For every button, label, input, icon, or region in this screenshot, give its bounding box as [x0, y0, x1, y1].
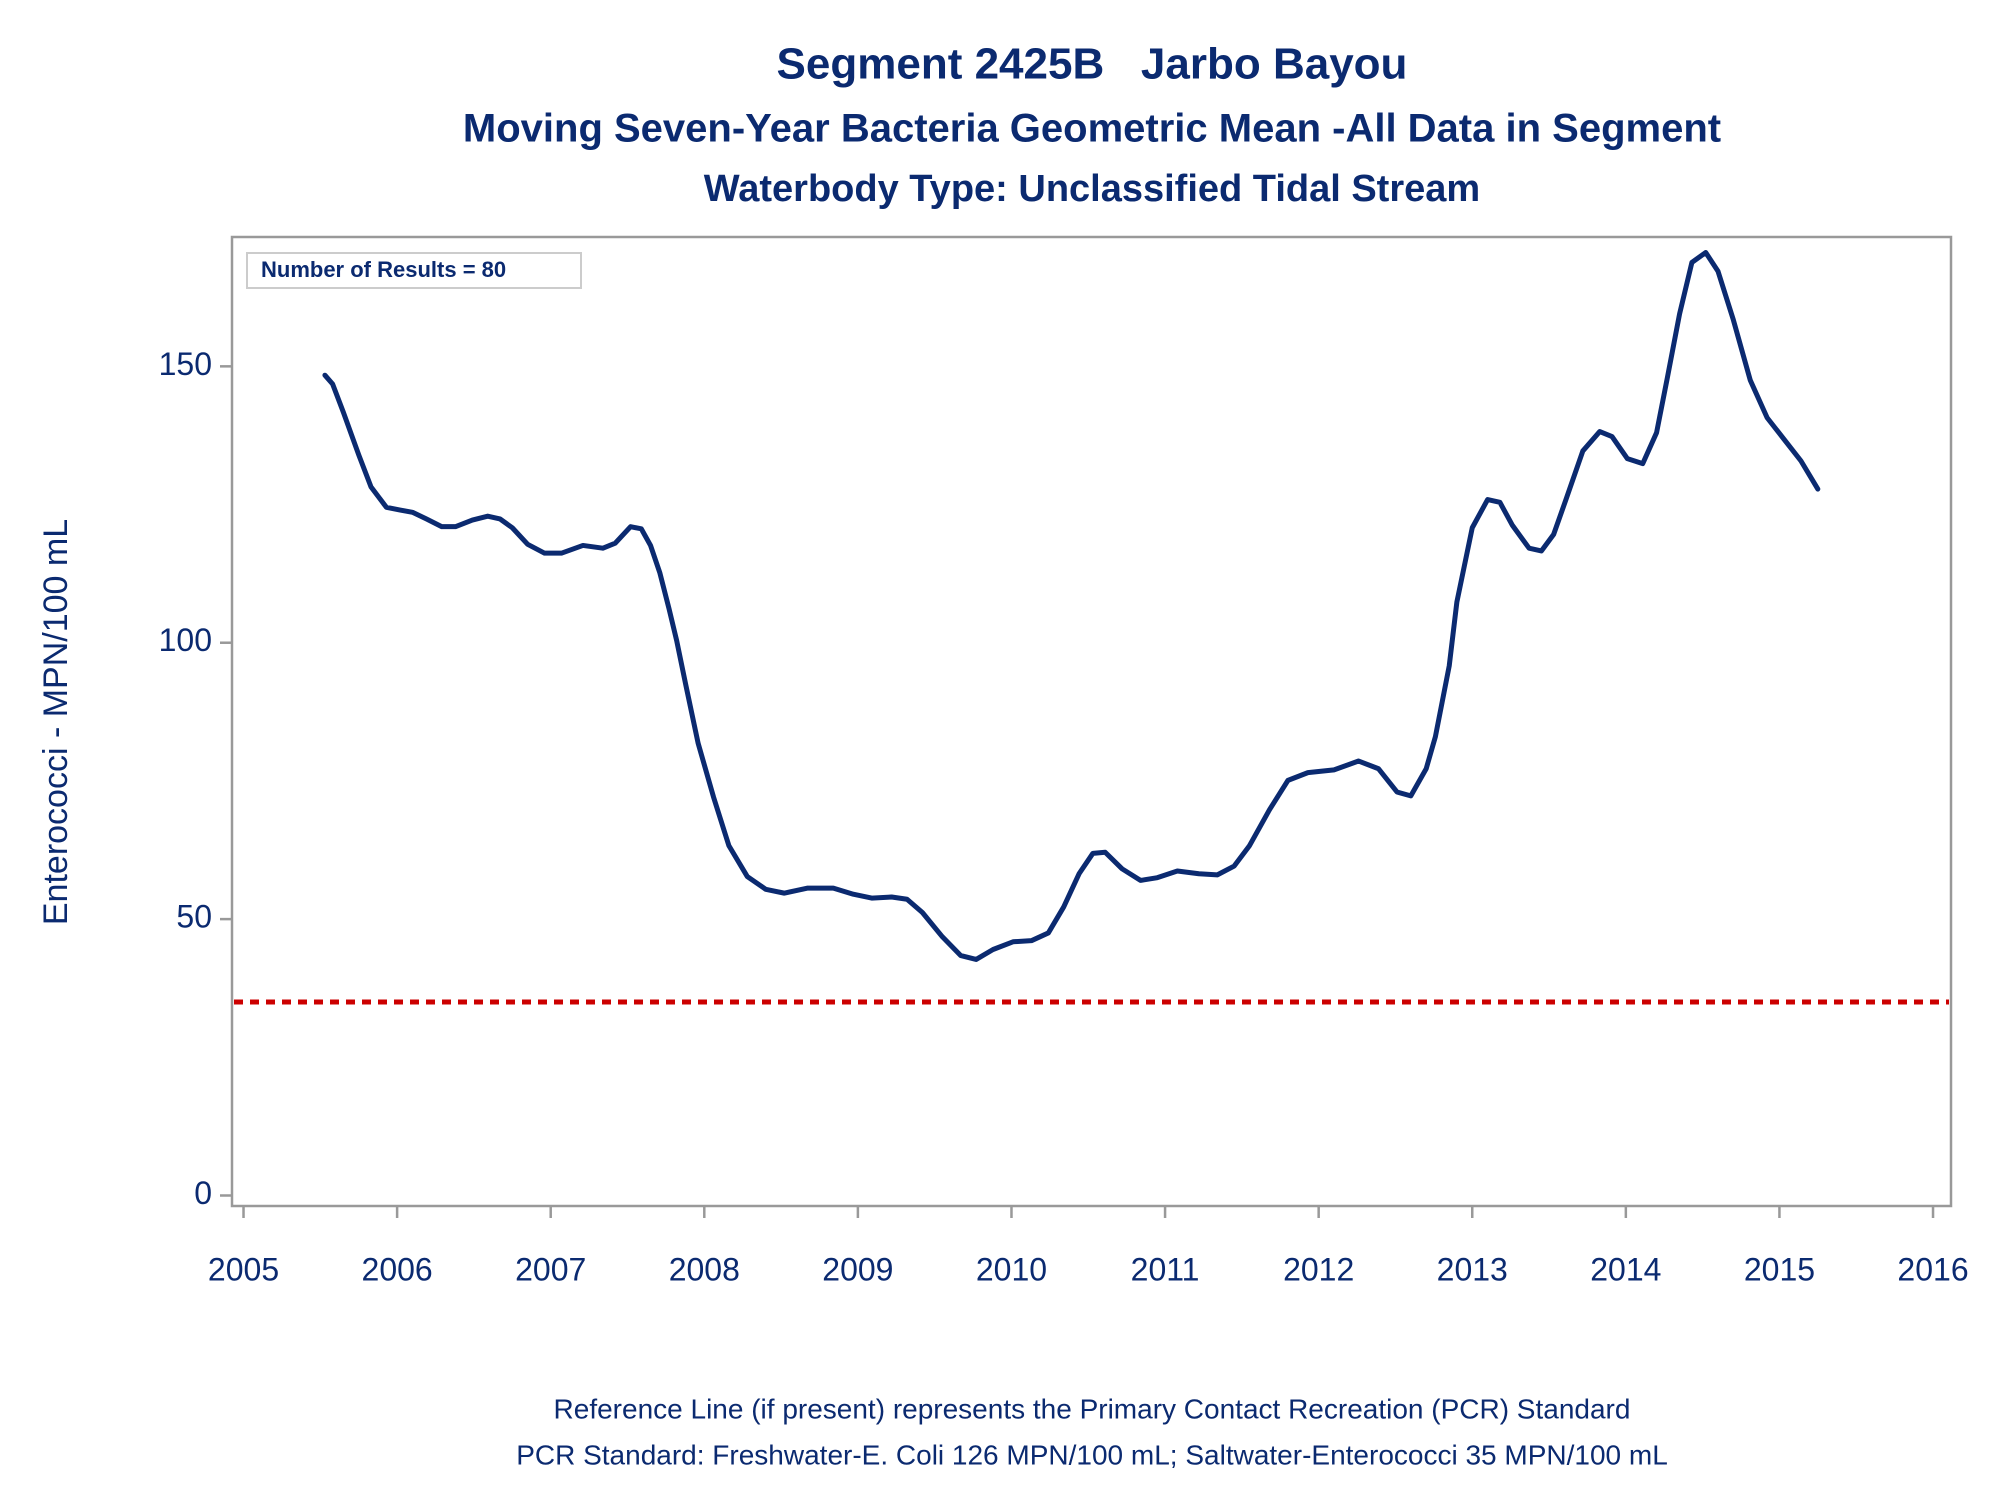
chart-subtitle: Waterbody Type: Unclassified Tidal Strea…	[704, 168, 1480, 210]
chart-title: Segment 2425B Jarbo Bayou	[777, 40, 1408, 89]
footnote: Reference Line (if present) represents t…	[554, 1393, 1631, 1424]
chart-subtitle: Moving Seven-Year Bacteria Geometric Mea…	[463, 107, 1721, 151]
y-tick-label: 50	[176, 899, 212, 935]
x-tick-label: 2006	[362, 1251, 433, 1287]
y-tick-label: 100	[159, 622, 212, 658]
annotation: Number of Results = 80	[261, 257, 506, 282]
plot-frame	[230, 235, 1953, 1208]
x-tick-label: 2011	[1131, 1251, 1200, 1287]
x-tick-label: 2012	[1283, 1251, 1354, 1287]
x-tick-label: 2010	[976, 1251, 1047, 1287]
x-tick-label: 2008	[669, 1251, 740, 1287]
data-line	[322, 249, 1821, 962]
annotation-box	[246, 252, 582, 289]
footnote: PCR Standard: Freshwater-E. Coli 126 MPN…	[516, 1439, 1668, 1470]
y-tick-label: 0	[194, 1175, 212, 1211]
x-tick-label: 2013	[1437, 1251, 1508, 1287]
x-tick-label: 2016	[1897, 1251, 1968, 1287]
y-axis-label: Enterococci - MPN/100 mL	[37, 519, 75, 925]
y-tick-label: 150	[159, 346, 212, 382]
x-tick-label: 2005	[208, 1251, 279, 1287]
x-tick-label: 2009	[822, 1251, 893, 1287]
x-tick-label: 2015	[1744, 1251, 1815, 1287]
x-tick-label: 2014	[1590, 1251, 1661, 1287]
x-tick-label: 2007	[515, 1251, 586, 1287]
